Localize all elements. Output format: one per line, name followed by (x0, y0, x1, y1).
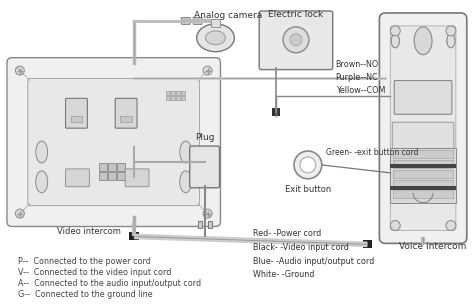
FancyBboxPatch shape (193, 18, 202, 24)
Bar (210, 19, 220, 27)
Circle shape (203, 209, 212, 218)
Circle shape (446, 26, 456, 36)
Bar (272, 108, 280, 116)
Ellipse shape (36, 141, 48, 163)
Ellipse shape (180, 141, 191, 163)
Bar (393, 170, 453, 178)
FancyBboxPatch shape (115, 98, 137, 128)
Ellipse shape (392, 34, 399, 48)
Bar (393, 160, 453, 168)
Bar (171, 91, 175, 95)
Bar (108, 172, 116, 180)
FancyBboxPatch shape (65, 98, 87, 128)
Bar (390, 148, 456, 203)
Circle shape (294, 151, 322, 179)
Bar (176, 91, 180, 95)
Ellipse shape (414, 27, 432, 55)
Text: Analog camera: Analog camera (194, 11, 262, 20)
FancyBboxPatch shape (65, 169, 90, 187)
Text: P--  Connected to the power cord: P-- Connected to the power cord (18, 257, 151, 266)
Bar (100, 172, 107, 180)
FancyBboxPatch shape (259, 11, 333, 70)
Circle shape (300, 157, 316, 173)
FancyBboxPatch shape (379, 13, 467, 243)
Bar (181, 91, 185, 95)
Bar (120, 116, 132, 122)
Bar (117, 163, 125, 171)
Text: Green- -exit button cord: Green- -exit button cord (326, 148, 418, 157)
Text: A--  Connected to the audio input/output cord: A-- Connected to the audio input/output … (18, 279, 201, 288)
Circle shape (15, 209, 24, 218)
Text: Exit button: Exit button (285, 185, 331, 194)
Bar (393, 180, 453, 188)
Text: V--  Connected to the video input cord: V-- Connected to the video input cord (18, 268, 171, 277)
Text: Video intercom: Video intercom (56, 226, 120, 236)
Text: Voice intercom: Voice intercom (399, 242, 467, 251)
FancyBboxPatch shape (181, 18, 190, 24)
Bar (363, 241, 373, 248)
Bar (393, 150, 453, 158)
FancyBboxPatch shape (394, 80, 452, 114)
Bar (166, 91, 170, 95)
Bar (166, 96, 170, 100)
Text: Brown--NO
Purple--NC
Yellow--COM: Brown--NO Purple--NC Yellow--COM (336, 60, 385, 95)
Circle shape (290, 34, 302, 46)
FancyBboxPatch shape (7, 58, 220, 226)
Ellipse shape (206, 31, 226, 45)
Bar (198, 221, 201, 229)
Text: Red- -Power cord
Black- -Video input cord
Blue- -Audio input/output cord
White- : Red- -Power cord Black- -Video input cor… (253, 229, 374, 279)
Bar (390, 186, 456, 190)
Bar (176, 96, 180, 100)
Bar (171, 96, 175, 100)
FancyBboxPatch shape (125, 169, 149, 187)
Bar (100, 163, 107, 171)
Bar (390, 164, 456, 168)
FancyBboxPatch shape (392, 122, 454, 174)
Text: Plug: Plug (195, 133, 214, 142)
Bar (208, 221, 211, 229)
Circle shape (283, 27, 309, 53)
Bar (71, 116, 82, 122)
Circle shape (446, 221, 456, 230)
Bar (129, 233, 139, 241)
Circle shape (390, 221, 400, 230)
Bar (117, 172, 125, 180)
Ellipse shape (197, 24, 234, 52)
Ellipse shape (447, 34, 455, 48)
Bar (393, 190, 453, 198)
FancyBboxPatch shape (190, 146, 219, 188)
Circle shape (15, 66, 24, 75)
Ellipse shape (447, 34, 455, 48)
Ellipse shape (180, 171, 191, 193)
Text: G--  Connected to the ground line: G-- Connected to the ground line (18, 290, 153, 299)
Ellipse shape (36, 171, 48, 193)
FancyBboxPatch shape (28, 79, 200, 206)
Ellipse shape (392, 34, 399, 48)
Bar (181, 96, 185, 100)
Circle shape (390, 26, 400, 36)
Bar (108, 163, 116, 171)
Circle shape (203, 66, 212, 75)
Text: Electric lock: Electric lock (268, 10, 324, 19)
FancyBboxPatch shape (390, 26, 456, 230)
